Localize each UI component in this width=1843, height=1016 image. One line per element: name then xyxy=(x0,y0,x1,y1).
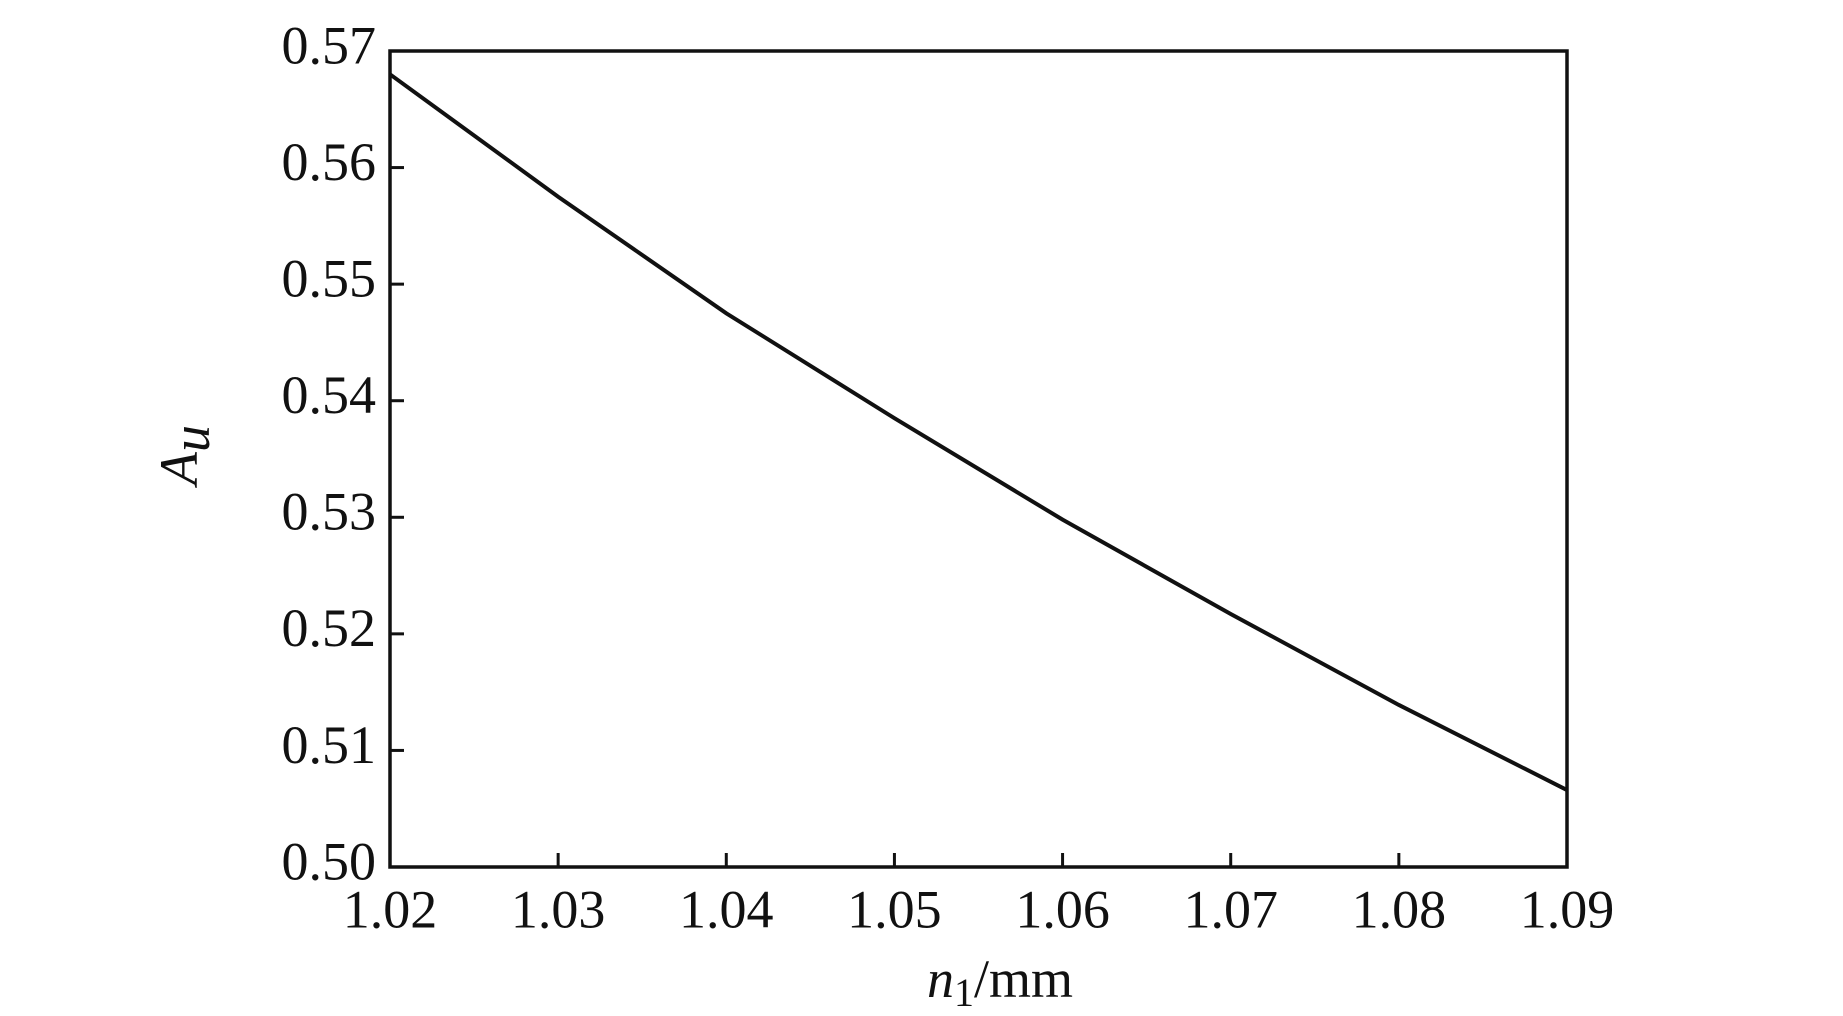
x-tick-label: 1.07 xyxy=(1183,879,1278,939)
x-label-unit: /mm xyxy=(974,949,1073,1009)
y-tick-label: 0.51 xyxy=(282,715,377,775)
y-tick-label: 0.54 xyxy=(282,365,377,425)
x-tick-label: 1.09 xyxy=(1520,879,1615,939)
x-tick-label: 1.03 xyxy=(511,879,606,939)
x-tick-label: 1.05 xyxy=(847,879,942,939)
x-axis-label: n1/mm xyxy=(927,949,1073,1015)
y-tick-label: 0.52 xyxy=(282,598,377,658)
y-tick-label: 0.55 xyxy=(282,249,377,309)
y-label-symbol: A xyxy=(149,451,209,488)
y-tick-label: 0.57 xyxy=(282,15,377,75)
x-tick-label: 1.02 xyxy=(343,879,438,939)
x-label-symbol: n xyxy=(927,949,954,1009)
y-tick-label: 0.53 xyxy=(282,482,377,542)
plot-frame xyxy=(388,49,1569,869)
y-tick-label: 0.56 xyxy=(282,132,377,192)
y-tick-label: 0.50 xyxy=(282,831,377,891)
x-tick-label: 1.08 xyxy=(1352,879,1447,939)
data-line xyxy=(388,72,1568,792)
x-tick-label: 1.06 xyxy=(1015,879,1110,939)
y-label-subscript: u xyxy=(161,425,221,452)
x-label-subscript: 1 xyxy=(954,970,974,1015)
y-axis-label: Au xyxy=(149,425,221,488)
x-tick-label: 1.04 xyxy=(679,879,774,939)
